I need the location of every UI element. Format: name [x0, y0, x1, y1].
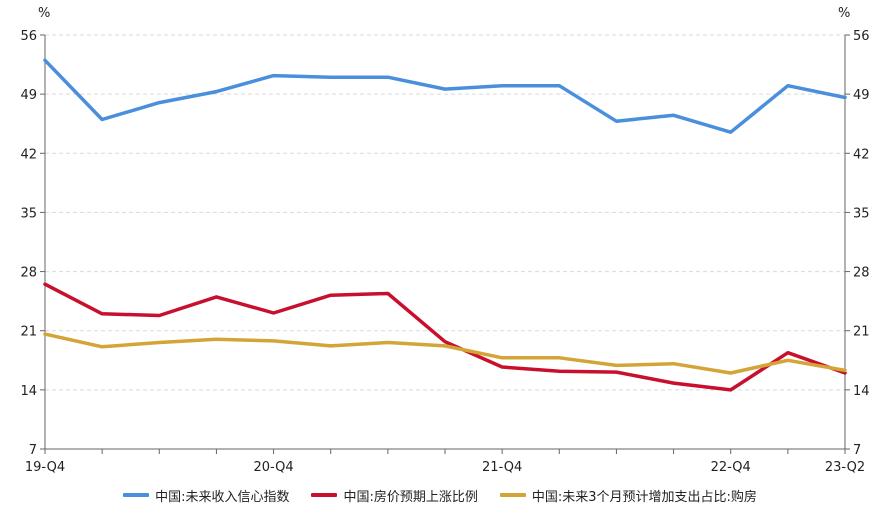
y-tick-label-right: 49 [853, 88, 870, 103]
series-line-2 [43, 282, 847, 392]
legend-label: 中国:未来收入信心指数 [155, 489, 290, 505]
legend-swatch [499, 493, 526, 497]
y-tick-label-right: 35 [853, 206, 870, 221]
y-tick-label-right: 21 [853, 325, 870, 340]
x-tick-label: 22-Q4 [711, 460, 751, 475]
y-tick-label-left: 42 [20, 147, 37, 162]
y-unit-right: % [838, 6, 850, 21]
legend-label: 中国:房价预期上涨比例 [343, 489, 478, 505]
y-tick-label-left: 14 [20, 384, 37, 399]
x-tick-label: 23-Q2 [825, 460, 865, 475]
series-line-3 [43, 332, 847, 375]
y-tick-label-right: 28 [853, 266, 870, 281]
axes: 7 7 14 14 21 21 28 28 35 35 42 42 49 49 56 56 19-Q4 20-Q4… [20, 29, 869, 475]
legend-label: 中国:未来3个月预计增加支出占比:购房 [531, 489, 757, 505]
y-tick-label-left: 7 [29, 443, 37, 458]
y-tick-label-left: 56 [20, 29, 37, 44]
x-tick-label: 21-Q4 [482, 460, 522, 475]
legend-swatch [123, 493, 150, 497]
y-tick-label-left: 28 [20, 266, 37, 281]
y-unit-left: % [38, 6, 50, 21]
y-tick-label-right: 14 [853, 384, 870, 399]
legend-item-1: 中国:未来收入信心指数 [123, 486, 289, 505]
legend-item-2: 中国:房价预期上涨比例 [311, 486, 478, 505]
legend: 中国:未来收入信心指数 中国:房价预期上涨比例 中国:未来3个月预计增加支出占比:购… [0, 484, 880, 506]
legend-swatch [311, 493, 338, 497]
y-tick-label-right: 56 [853, 29, 870, 44]
y-tick-label-left: 35 [20, 206, 37, 221]
y-tick-label-right: 7 [853, 443, 861, 458]
line-chart: 7 7 14 14 21 21 28 28 35 35 42 42 49 49 56 56 19-Q4 20-Q4… [20, 6, 869, 475]
series-line-1 [43, 58, 847, 134]
gridlines [45, 34, 845, 391]
x-tick-label: 19-Q4 [25, 460, 65, 475]
y-tick-label-left: 49 [20, 88, 37, 103]
legend-item-3: 中国:未来3个月预计增加支出占比:购房 [499, 486, 757, 505]
series-lines [43, 58, 847, 392]
x-tick-label: 20-Q4 [253, 460, 293, 475]
y-tick-label-right: 42 [853, 147, 870, 162]
y-tick-label-left: 21 [20, 325, 37, 340]
